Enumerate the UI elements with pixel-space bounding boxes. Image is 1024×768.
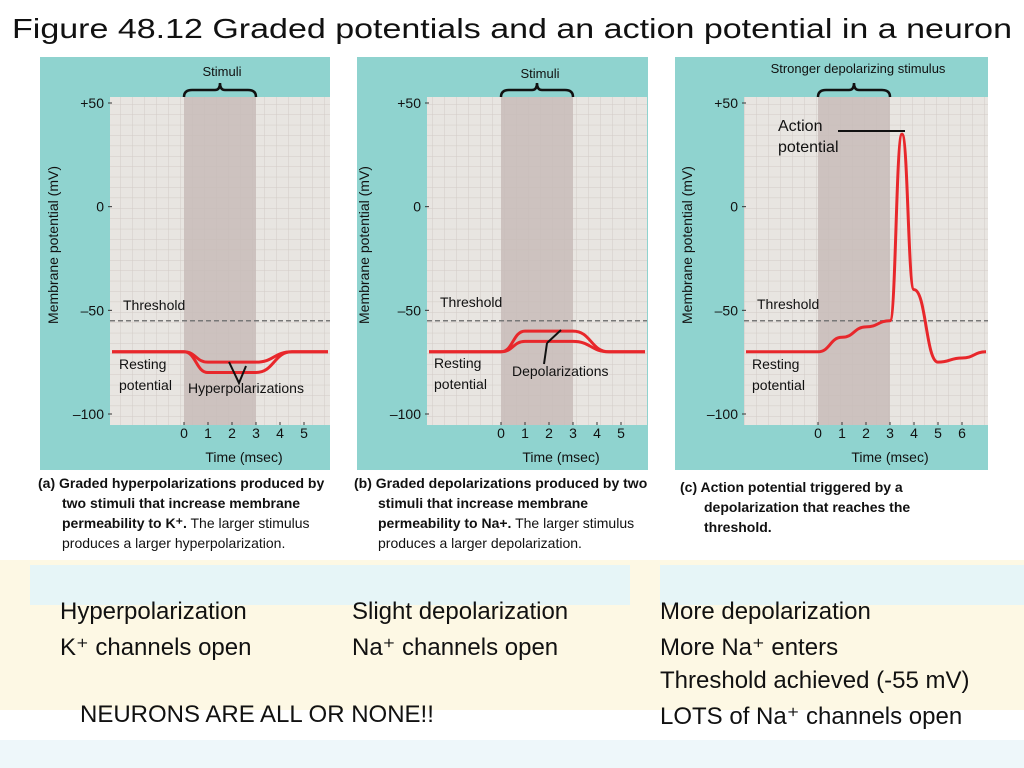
- stimulus-brace: [499, 82, 575, 98]
- series-line: [112, 350, 328, 375]
- y-axis-label: Membrane potential (mV): [45, 166, 61, 324]
- note: More depolarization: [660, 598, 871, 625]
- x-tick-label: 2: [545, 425, 553, 441]
- caption-text: The larger stimulus produces a larger de…: [378, 515, 635, 551]
- annotation: potential: [434, 376, 487, 392]
- annotation: Resting: [752, 356, 799, 372]
- caption-bold: (a) Graded hyperpolarizations produced b…: [38, 475, 325, 531]
- y-tick-label: 0: [730, 199, 738, 215]
- stimulus-region: [818, 97, 890, 425]
- background-band: [0, 740, 1024, 768]
- x-tick-label: 1: [204, 425, 212, 441]
- y-tick-label: –100: [73, 406, 104, 422]
- note: Slight depolarization: [352, 598, 569, 625]
- note: Hyperpolarization: [60, 598, 247, 625]
- y-tick-label: +50: [80, 95, 104, 111]
- background-band: [660, 565, 1024, 605]
- annotation: Hyperpolarizations: [188, 380, 304, 396]
- x-tick-label: 5: [617, 425, 625, 441]
- y-tick-label: –100: [390, 406, 421, 422]
- threshold-label: Threshold: [123, 297, 185, 313]
- x-tick-label: 6: [958, 425, 966, 441]
- caption-text: The larger stimulus produces a larger hy…: [62, 515, 310, 551]
- note: LOTS of Na⁺ channels open: [660, 702, 963, 730]
- x-tick-label: 1: [838, 425, 846, 441]
- x-tick-label: 3: [886, 425, 894, 441]
- y-tick-label: +50: [397, 95, 421, 111]
- series-line: [429, 329, 645, 354]
- annotation: Resting: [434, 355, 481, 371]
- note: Na⁺ channels open: [352, 633, 559, 661]
- annotation: potential: [119, 377, 172, 393]
- stimulus-brace: [816, 82, 892, 98]
- y-tick-label: 0: [96, 199, 104, 215]
- note: Threshold achieved (-55 mV): [660, 667, 970, 694]
- y-tick-label: –50: [81, 302, 105, 318]
- x-axis-label: Time (msec): [522, 449, 599, 465]
- stimulus-label: Stimuli: [202, 64, 241, 79]
- x-tick-label: 4: [276, 425, 284, 441]
- note: K⁺ channels open: [60, 633, 252, 661]
- y-tick-label: +50: [714, 95, 738, 111]
- x-tick-label: 4: [910, 425, 918, 441]
- x-tick-label: 2: [228, 425, 236, 441]
- x-axis-label: Time (msec): [205, 449, 282, 465]
- stimulus-brace: [182, 82, 258, 98]
- stimulus-region: [501, 97, 573, 425]
- y-axis-label: Membrane potential (mV): [679, 166, 695, 324]
- annotation-pointer: [543, 329, 562, 365]
- stimulus-label: Stimuli: [520, 66, 559, 81]
- caption-bold: (b) Graded depolarizations produced by t…: [354, 475, 648, 531]
- x-axis-label: Time (msec): [851, 449, 928, 465]
- x-tick-label: 0: [180, 425, 188, 441]
- x-tick-label: 4: [593, 425, 601, 441]
- y-tick-label: –100: [707, 406, 738, 422]
- caption: (c) Action potential triggered by a depo…: [680, 477, 974, 537]
- caption: (b) Graded depolarizations produced by t…: [354, 473, 658, 553]
- annotation: Depolarizations: [512, 363, 609, 379]
- note: NEURONS ARE ALL OR NONE!!: [80, 701, 434, 728]
- x-tick-label: 5: [934, 425, 942, 441]
- slide-title: Figure 48.12 Graded potentials and an ac…: [12, 13, 1012, 44]
- caption-bold: (c) Action potential triggered by a depo…: [680, 479, 911, 535]
- stimulus-region: [184, 97, 256, 425]
- annotation: potential: [752, 377, 805, 393]
- x-tick-label: 2: [862, 425, 870, 441]
- annotation: potential: [778, 139, 839, 156]
- x-tick-label: 3: [569, 425, 577, 441]
- x-tick-label: 0: [497, 425, 505, 441]
- y-axis-label: Membrane potential (mV): [356, 166, 372, 324]
- stimulus-label: Stronger depolarizing stimulus: [771, 61, 946, 76]
- x-tick-label: 5: [300, 425, 308, 441]
- x-tick-label: 0: [814, 425, 822, 441]
- x-tick-label: 3: [252, 425, 260, 441]
- y-tick-label: –50: [715, 302, 739, 318]
- x-tick-label: 1: [521, 425, 529, 441]
- y-tick-label: –50: [398, 302, 422, 318]
- y-tick-label: 0: [413, 199, 421, 215]
- threshold-label: Threshold: [757, 296, 819, 312]
- caption: (a) Graded hyperpolarizations produced b…: [38, 473, 342, 553]
- annotation: Resting: [119, 356, 166, 372]
- note: More Na⁺ enters: [660, 633, 839, 661]
- series-line: [746, 132, 987, 364]
- annotation: Action: [778, 118, 822, 135]
- threshold-label: Threshold: [440, 294, 502, 310]
- annotation-pointer: [228, 361, 247, 386]
- background-band: [30, 565, 630, 605]
